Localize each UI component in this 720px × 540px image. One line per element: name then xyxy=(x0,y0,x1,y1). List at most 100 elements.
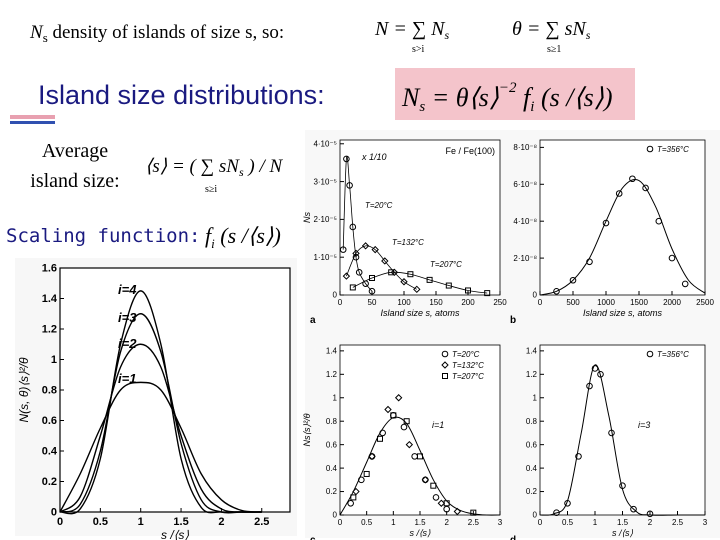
y-tick-label: 1.4 xyxy=(526,347,538,356)
x-axis-label: Island size s, atoms xyxy=(583,308,663,318)
subscript: s xyxy=(419,99,425,115)
curve-label: i=4 xyxy=(118,282,137,297)
marker xyxy=(553,509,560,516)
marker xyxy=(339,246,347,253)
marker xyxy=(400,423,408,431)
subscript: s xyxy=(586,28,591,42)
y-tick-label: 0.6 xyxy=(326,440,338,449)
f-part: (s /⟨s⟩) xyxy=(215,223,281,248)
y-tick-label: 1.2 xyxy=(526,370,538,379)
y-tick-label: 1.4 xyxy=(42,293,58,305)
marker xyxy=(553,288,560,295)
subscript: s xyxy=(239,165,244,179)
f-part: = θ⟨s⟩ xyxy=(425,83,499,112)
x-tick-label: 1 xyxy=(138,516,144,528)
y-tick-label: 0.2 xyxy=(42,476,57,488)
x-tick-label: 0.5 xyxy=(93,516,108,528)
x-tick-label: 2500 xyxy=(696,298,714,307)
marker xyxy=(352,253,360,261)
scaling-label: Scaling function: xyxy=(6,225,200,247)
y-tick-label: 0 xyxy=(333,511,338,520)
scaling-formula: Ns = θ⟨s⟩−2 fi (s /⟨s⟩) xyxy=(401,80,613,115)
curve xyxy=(59,313,262,514)
y-tick-label: 1.2 xyxy=(326,370,338,379)
x-tick-label: 2 xyxy=(444,518,449,527)
formula-box xyxy=(395,68,635,120)
x-tick-label: 2 xyxy=(218,516,224,528)
marker xyxy=(381,257,389,265)
x-axis-label: s /⟨s⟩ xyxy=(409,528,431,538)
y-tick-label: 0.6 xyxy=(42,415,57,427)
marker xyxy=(564,499,571,507)
marker xyxy=(368,452,376,461)
x-tick-label: 2.5 xyxy=(672,518,684,527)
formula-main: θ = ∑ sN xyxy=(512,18,587,40)
sum-index: s≥i xyxy=(205,184,217,195)
subscript: s xyxy=(43,30,48,45)
f-part: N xyxy=(401,83,421,112)
marker xyxy=(441,350,449,358)
marker xyxy=(413,285,421,294)
marker xyxy=(608,429,615,437)
marker xyxy=(432,494,440,501)
legend-label: T=356°C xyxy=(657,350,689,359)
x-tick-label: 100 xyxy=(397,298,411,307)
marker xyxy=(430,482,437,489)
subscript: s xyxy=(444,28,449,42)
marker xyxy=(369,274,375,281)
panel-label: a xyxy=(310,315,316,326)
decor xyxy=(10,115,55,119)
marker xyxy=(384,405,392,414)
marker xyxy=(368,287,376,295)
x-tick-label: 500 xyxy=(566,298,580,307)
x-tick-label: 50 xyxy=(368,298,377,307)
x-tick-label: 2 xyxy=(648,518,653,527)
y-tick-label: 4·10⁻⁵ xyxy=(313,139,337,148)
slide-title: Island size distributions: xyxy=(38,80,325,110)
annotation: i=3 xyxy=(638,420,650,430)
sum-index: s≥1 xyxy=(547,44,561,55)
x-tick-label: 3 xyxy=(703,518,708,527)
y-tick-label: 0 xyxy=(533,511,538,520)
marker xyxy=(575,453,582,460)
marker xyxy=(443,500,450,507)
formula-theta: θ = ∑ sNs xyxy=(512,18,591,42)
y-tick-label: 1 xyxy=(533,393,538,402)
x-tick-label: 0.5 xyxy=(562,518,574,527)
marker xyxy=(407,271,414,278)
marker xyxy=(443,505,450,513)
x-tick-label: 250 xyxy=(493,298,507,307)
fit-curve xyxy=(539,179,706,296)
decor xyxy=(10,121,55,124)
y-tick-label: 0.8 xyxy=(42,385,57,397)
marker xyxy=(358,476,365,484)
y-tick-label: 0 xyxy=(51,507,57,519)
marker xyxy=(646,510,654,518)
marker xyxy=(602,219,610,227)
plot-frame xyxy=(339,344,501,516)
chart-title: Fe / Fe(100) xyxy=(445,146,495,156)
marker xyxy=(421,476,430,484)
y-tick-label: 4·10⁻⁸ xyxy=(513,217,537,226)
x-tick-label: 0 xyxy=(538,518,543,527)
marker xyxy=(445,282,452,289)
formula-main: ⟨s⟩ = ( ∑ sN xyxy=(145,156,240,177)
x-tick-label: 2.5 xyxy=(254,516,269,528)
curve xyxy=(59,343,262,513)
x-tick-label: 1500 xyxy=(630,298,648,307)
marker xyxy=(390,412,397,419)
superscript: −2 xyxy=(499,80,517,96)
series-label: T=207°C xyxy=(430,260,462,269)
panel-label: d xyxy=(510,535,516,540)
subscript: i xyxy=(211,236,215,251)
marker xyxy=(355,269,363,276)
f-part: (s /⟨s⟩) xyxy=(534,83,612,112)
marker xyxy=(630,505,637,513)
curve-label: i=2 xyxy=(118,336,137,351)
average-label: Average xyxy=(42,140,108,162)
marker xyxy=(361,242,370,250)
y-tick-label: 0 xyxy=(333,291,338,300)
y-tick-label: 0.4 xyxy=(42,446,58,458)
y-axis-label: Ns⟨s⟩²/θ xyxy=(302,413,312,446)
x-tick-label: 0 xyxy=(338,298,343,307)
